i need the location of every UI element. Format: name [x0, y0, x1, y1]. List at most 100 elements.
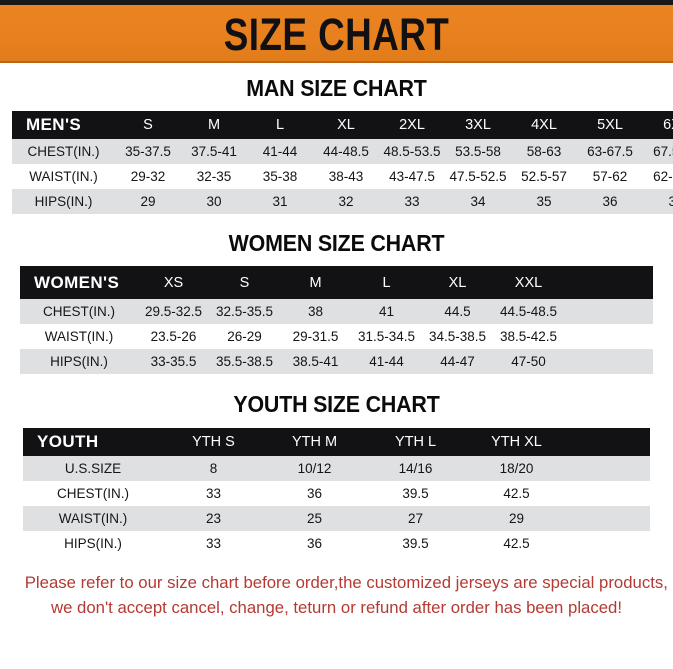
- banner-underline: [0, 61, 673, 63]
- cell-men-waist-1: 32-35: [196, 169, 232, 184]
- table-header-row-women: WOMEN'S XS S M L XL XXL: [20, 266, 653, 299]
- cell-men-chest-5: 53.5-58: [455, 144, 501, 159]
- cell-women-hips-3: 41-44: [369, 354, 404, 369]
- cell-men-waist-6: 52.5-57: [521, 169, 567, 184]
- table-row: WAIST(IN.) 23.5-26 26-29 29-31.5 31.5-34…: [20, 324, 653, 349]
- cell-youth-us-size-1: 10/12: [297, 461, 332, 476]
- cell-youth-us-size-3: 18/20: [499, 461, 534, 476]
- cell-youth-hips-1: 36: [306, 536, 323, 551]
- cell-men-hips-7: 36: [602, 194, 618, 209]
- column-header-women-0: XS: [138, 266, 209, 299]
- table-header-row-youth: YOUTH YTH S YTH M YTH L YTH XL: [23, 428, 650, 456]
- column-header-youth-2: YTH L: [365, 428, 466, 456]
- table-row: CHEST(IN.) 29.5-32.5 32.5-35.5 38 41 44.…: [20, 299, 653, 324]
- column-header-youth-1: YTH M: [264, 428, 365, 456]
- cell-men-hips-3: 32: [338, 194, 354, 209]
- column-header-women-5: XXL: [493, 266, 564, 299]
- cell-women-waist-blank: [564, 324, 653, 349]
- column-header-women-blank: [564, 266, 653, 299]
- column-header-youth-blank: [567, 428, 650, 456]
- column-header-women-4: XL: [422, 266, 493, 299]
- column-header-women-3: L: [351, 266, 422, 299]
- cell-women-waist-2: 29-31.5: [292, 329, 339, 344]
- cell-men-chest-4: 48.5-53.5: [383, 144, 441, 159]
- column-header-men-1: M: [181, 111, 247, 139]
- cell-youth-hips-2: 39.5: [402, 536, 429, 551]
- table-row: U.S.SIZE 8 10/12 14/16 18/20: [23, 456, 650, 481]
- column-header-youth-0: YTH S: [163, 428, 264, 456]
- cell-men-chest-3: 44-48.5: [323, 144, 369, 159]
- row-label-men-hips: HIPS(IN.): [34, 194, 93, 209]
- row-label-men-chest: CHEST(IN.): [27, 144, 100, 159]
- cell-women-waist-5: 38.5-42.5: [499, 329, 558, 344]
- row-label-youth-us-size: U.S.SIZE: [64, 461, 122, 476]
- table-corner-label-youth: YOUTH: [23, 428, 163, 456]
- column-header-men-6: 4XL: [511, 111, 577, 139]
- cell-youth-chest-3: 42.5: [503, 486, 530, 501]
- cell-women-waist-0: 23.5-26: [150, 329, 197, 344]
- section-women-size-chart: WOMEN SIZE CHART WOMEN'S XS S M L XL XXL: [12, 214, 661, 374]
- cell-men-waist-5: 47.5-52.5: [449, 169, 507, 184]
- cell-women-hips-4: 44-47: [440, 354, 475, 369]
- cell-men-waist-8: 62-66.5: [653, 169, 673, 184]
- cell-youth-waist-0: 23: [205, 511, 222, 526]
- cell-women-hips-blank: [564, 349, 653, 374]
- footer-disclaimer-line-2: we don't accept cancel, change, teturn o…: [50, 598, 623, 618]
- cell-men-chest-2: 41-44: [262, 144, 298, 159]
- section-youth-size-chart: YOUTH SIZE CHART YOUTH YTH S YTH M YTH L…: [12, 374, 661, 556]
- cell-men-hips-2: 31: [272, 194, 288, 209]
- cell-men-chest-1: 37.5-41: [191, 144, 237, 159]
- cell-women-chest-4: 44.5: [444, 304, 471, 319]
- footer-disclaimer: Please refer to our size chart before or…: [12, 570, 668, 620]
- row-label-men-waist: WAIST(IN.): [29, 169, 98, 184]
- cell-youth-us-size-2: 14/16: [398, 461, 433, 476]
- cell-women-hips-5: 47-50: [511, 354, 546, 369]
- cell-youth-waist-2: 27: [407, 511, 424, 526]
- cell-youth-waist-3: 29: [508, 511, 525, 526]
- cell-women-waist-1: 26-29: [227, 329, 262, 344]
- table-youth-size-chart: YOUTH YTH S YTH M YTH L YTH XL U.S.SIZE …: [23, 428, 650, 556]
- column-header-men-8: 6XL: [643, 111, 673, 139]
- cell-men-waist-7: 57-62: [592, 169, 628, 184]
- table-row: HIPS(IN.) 33 36 39.5 42.5: [23, 531, 650, 556]
- page-banner: SIZE CHART: [0, 5, 673, 63]
- cell-women-waist-3: 31.5-34.5: [357, 329, 416, 344]
- cell-men-chest-8: 67.5-72: [653, 144, 673, 159]
- cell-youth-chest-1: 36: [306, 486, 323, 501]
- cell-youth-hips-3: 42.5: [503, 536, 530, 551]
- column-header-men-0: S: [115, 111, 181, 139]
- cell-youth-us-size-blank: [567, 456, 650, 481]
- table-row: HIPS(IN.) 33-35.5 35.5-38.5 38.5-41 41-4…: [20, 349, 653, 374]
- section-title-youth: YOUTH SIZE CHART: [233, 391, 440, 417]
- cell-men-hips-5: 34: [470, 194, 486, 209]
- cell-men-waist-0: 29-32: [130, 169, 166, 184]
- cell-men-hips-4: 33: [404, 194, 420, 209]
- table-row: WAIST(IN.) 23 25 27 29: [23, 506, 650, 531]
- table-row: CHEST(IN.) 33 36 39.5 42.5: [23, 481, 650, 506]
- cell-men-chest-7: 63-67.5: [587, 144, 633, 159]
- row-label-women-hips: HIPS(IN.): [50, 354, 108, 369]
- row-label-youth-hips: HIPS(IN.): [64, 536, 122, 551]
- table-women-size-chart: WOMEN'S XS S M L XL XXL CHEST(IN.) 29.5-…: [20, 266, 653, 374]
- section-title-man: MAN SIZE CHART: [246, 75, 427, 101]
- cell-women-hips-1: 35.5-38.5: [215, 354, 274, 369]
- row-label-women-chest: CHEST(IN.): [43, 304, 115, 319]
- cell-youth-waist-1: 25: [306, 511, 323, 526]
- cell-men-hips-6: 35: [536, 194, 552, 209]
- page-content: MAN SIZE CHART MEN'S S M L XL 2XL 3XL 4X…: [0, 63, 673, 620]
- cell-women-chest-1: 32.5-35.5: [215, 304, 274, 319]
- cell-men-chest-0: 35-37.5: [125, 144, 171, 159]
- table-row: WAIST(IN.) 29-32 32-35 35-38 38-43 43-47…: [12, 164, 673, 189]
- table-corner-label-men: MEN'S: [12, 111, 115, 139]
- section-title-women: WOMEN SIZE CHART: [228, 230, 445, 256]
- cell-youth-hips-blank: [567, 531, 650, 556]
- page-title: SIZE CHART: [223, 8, 450, 60]
- cell-youth-hips-0: 33: [205, 536, 222, 551]
- cell-men-hips-8: 37: [668, 194, 673, 209]
- cell-men-waist-4: 43-47.5: [389, 169, 435, 184]
- cell-men-chest-6: 58-63: [526, 144, 562, 159]
- cell-women-chest-0: 29.5-32.5: [144, 304, 203, 319]
- cell-women-chest-2: 38: [307, 304, 324, 319]
- column-header-men-5: 3XL: [445, 111, 511, 139]
- table-header-row-man: MEN'S S M L XL 2XL 3XL 4XL 5XL 6XL: [12, 111, 673, 139]
